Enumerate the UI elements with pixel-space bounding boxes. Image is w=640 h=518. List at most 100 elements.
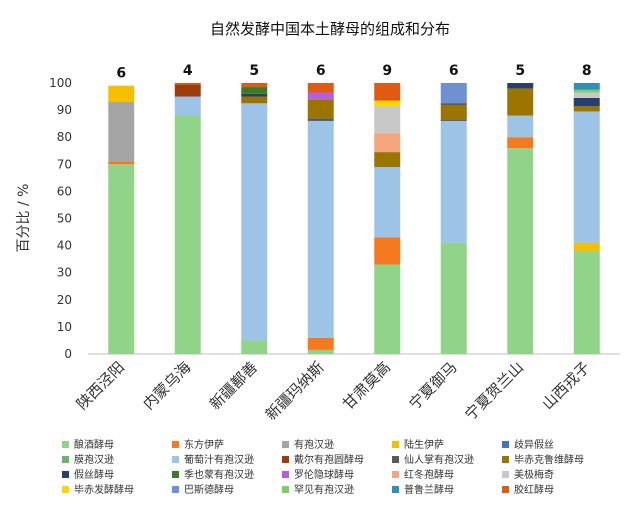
- legend-label: 东方伊萨: [184, 438, 224, 451]
- legend-swatch: [62, 486, 69, 493]
- bar-segment: [440, 120, 467, 243]
- legend-swatch: [392, 471, 399, 478]
- bar-segment: [241, 96, 268, 104]
- bar-segment: [307, 92, 334, 100]
- legend-label: 美极梅奇: [514, 468, 554, 481]
- legend-label: 假丝酵母: [74, 468, 114, 481]
- bar-segment: [507, 88, 534, 116]
- legend-swatch: [282, 456, 289, 463]
- bar-count-label: 4: [183, 63, 193, 79]
- x-axis: 陕西泾阳 内蒙乌海 新疆鄯善 新疆玛纳斯 甘肃莫高 宁夏御马 宁夏贺兰山 山西戎子: [73, 358, 594, 424]
- x-tick-label: 宁夏御马: [405, 358, 460, 413]
- bar-segment: [573, 106, 600, 112]
- count-labels: 6 4 5 6 9 6 5 8: [116, 63, 591, 82]
- bar-count-label: 8: [582, 63, 592, 79]
- bar-segment: [307, 83, 334, 93]
- legend-swatch: [502, 471, 509, 478]
- legend-swatch: [172, 471, 179, 478]
- bar-segment: [374, 106, 401, 134]
- bar-segment: [573, 97, 600, 107]
- bar-segment: [174, 84, 201, 97]
- bar-count-label: 6: [116, 66, 126, 82]
- bar-segment: [440, 83, 467, 104]
- legend-label: 葡萄汁有孢汉逊: [184, 453, 254, 466]
- bar-segment: [307, 99, 334, 119]
- x-tick-label: 内蒙乌海: [139, 358, 194, 413]
- legend-swatch: [392, 486, 399, 493]
- legend-swatch: [62, 441, 69, 448]
- y-tick-label: 90: [57, 103, 72, 117]
- bar-segment: [241, 87, 268, 94]
- x-tick-label: 新疆鄯善: [206, 358, 261, 413]
- y-tick-label: 10: [57, 320, 72, 334]
- legend-label: 红冬孢酵母: [404, 468, 454, 481]
- bar-segment: [374, 100, 401, 107]
- bar-segment: [374, 167, 401, 238]
- bar-count-label: 6: [449, 63, 459, 79]
- bar-count-label: 5: [249, 63, 259, 79]
- bar-segment: [374, 237, 401, 265]
- legend-swatch: [502, 441, 509, 448]
- legend-swatch: [172, 456, 179, 463]
- bar-segment: [307, 120, 334, 338]
- legend-label: 毕赤发酵酵母: [74, 483, 134, 496]
- legend-swatch: [282, 471, 289, 478]
- legend-swatch: [62, 471, 69, 478]
- y-tick-label: 40: [57, 239, 72, 253]
- legend-swatch: [282, 441, 289, 448]
- bar-segment: [374, 152, 401, 168]
- legend-swatch: [282, 486, 289, 493]
- legend-label: 有孢汉逊: [294, 438, 334, 451]
- bar-segment: [307, 118, 334, 121]
- legend-label: 戴尔有孢圆酵母: [294, 453, 364, 466]
- bar-segment: [307, 337, 334, 350]
- bar-segment: [573, 242, 600, 252]
- bar-segment: [507, 148, 534, 354]
- legend-swatch: [392, 441, 399, 448]
- y-tick-label: 80: [57, 130, 72, 144]
- bar-segment: [507, 137, 534, 149]
- legend-label: 酿酒酵母: [74, 438, 114, 451]
- bar-segment: [241, 83, 268, 88]
- legend-swatch: [502, 456, 509, 463]
- bar-segment: [108, 164, 135, 354]
- bar-segment: [573, 83, 600, 90]
- bar-segment: [374, 133, 401, 153]
- x-tick-label: 陕西泾阳: [73, 358, 128, 413]
- legend-label: 陆生伊萨: [404, 438, 444, 451]
- legend-label: 普鲁兰酵母: [404, 483, 454, 496]
- x-tick-label: 甘肃莫高: [339, 358, 394, 413]
- legend-swatch: [172, 486, 179, 493]
- bar-segment: [108, 161, 135, 165]
- x-tick-label: 宁夏贺兰山: [461, 358, 527, 424]
- y-tick-label: 100: [49, 76, 72, 90]
- y-axis-label: 百分比 / %: [16, 184, 32, 253]
- y-tick-label: 0: [64, 347, 72, 361]
- bar-count-label: 5: [515, 63, 525, 79]
- legend-label: 膜孢汉逊: [74, 454, 114, 466]
- bar-count-label: 6: [316, 63, 326, 79]
- bar-segment: [573, 92, 600, 98]
- legend-swatch: [392, 456, 399, 463]
- y-tick-label: 20: [57, 293, 72, 307]
- legend-label: 仙人掌有孢汉逊: [404, 453, 474, 466]
- bar-segment: [507, 115, 534, 138]
- bar-segment: [108, 101, 135, 162]
- x-tick-label: 新疆玛纳斯: [262, 358, 328, 424]
- bar-segment: [241, 340, 268, 354]
- legend-label: 罕见有孢汉逊: [294, 483, 354, 496]
- legend-swatch: [62, 456, 69, 463]
- y-tick-label: 70: [57, 157, 72, 171]
- bar-segment: [307, 349, 334, 354]
- y-tick-label: 60: [57, 184, 72, 198]
- y-tick-label: 50: [57, 212, 72, 226]
- legend-label: 巴斯德酵母: [184, 483, 234, 496]
- bar-segment: [374, 264, 401, 354]
- legend-swatch: [172, 441, 179, 448]
- y-axis: 0 10 20 30 40 50 60 70 80 90 100: [49, 76, 620, 361]
- bar-segment: [374, 83, 401, 101]
- bar-count-label: 9: [382, 63, 392, 79]
- legend-label: 胶红酵母: [514, 483, 554, 496]
